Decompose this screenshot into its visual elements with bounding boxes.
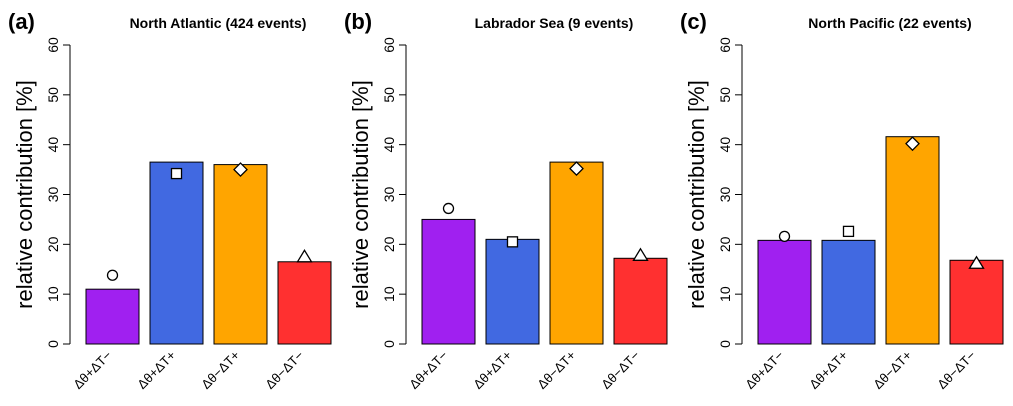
y-tick-label: 0 [717, 340, 733, 348]
y-axis-label: relative contribution [%] [348, 80, 373, 309]
bar [421, 218, 476, 345]
y-tick-label: 50 [45, 87, 61, 103]
x-tick-label: Δθ+ΔT− [742, 348, 786, 392]
x-tick-label: Δθ−ΔT+ [534, 348, 578, 392]
chart-title: North Atlantic (424 events) [130, 15, 307, 31]
circle-marker [442, 202, 455, 215]
bar [757, 239, 812, 345]
chart-title: Labrador Sea (9 events) [475, 15, 634, 31]
panel-b: (b) Labrador Sea (9 events) relative contr… [344, 9, 668, 392]
bar [549, 161, 604, 345]
bar [949, 259, 1004, 345]
y-tick-label: 60 [45, 37, 61, 53]
y-tick-label: 40 [717, 137, 733, 153]
panel-c: (c) North Pacific (22 events) relative con… [680, 9, 1004, 392]
square-marker [506, 236, 519, 248]
x-tick-label: Δθ+ΔT+ [806, 348, 850, 392]
y-axis-label: relative contribution [%] [12, 80, 37, 309]
y-tick-label: 20 [717, 236, 733, 252]
triangle-marker [968, 255, 985, 269]
square-marker [170, 167, 183, 180]
bar [85, 288, 140, 345]
bar [277, 261, 332, 345]
y-tick-label: 30 [717, 187, 733, 203]
x-tick-label: Δθ−ΔT− [262, 348, 306, 392]
y-tick-label: 60 [717, 37, 733, 53]
panel-label: (a) [8, 9, 35, 34]
y-tick-label: 50 [381, 87, 397, 103]
bar [213, 164, 268, 345]
x-tick-label: Δθ−ΔT− [934, 348, 978, 392]
diamond-marker [233, 162, 248, 178]
diamond-marker [569, 161, 584, 177]
y-tick-label: 20 [381, 236, 397, 252]
panel-label: (c) [680, 9, 707, 34]
y-tick-label: 10 [717, 286, 733, 302]
panel-label: (b) [344, 9, 372, 34]
x-tick-label: Δθ+ΔT− [70, 348, 114, 392]
bar [485, 238, 540, 345]
y-tick-label: 10 [45, 286, 61, 302]
circle-marker [106, 269, 119, 281]
y-tick-label: 0 [381, 340, 397, 348]
bar [149, 161, 204, 345]
bar [613, 257, 668, 345]
bar [885, 136, 940, 345]
y-tick-label: 40 [45, 137, 61, 153]
panel-a: (a) North Atlantic (424 events) relative c… [8, 9, 332, 392]
x-tick-label: Δθ+ΔT+ [134, 348, 178, 392]
y-tick-label: 60 [381, 37, 397, 53]
y-tick-label: 10 [381, 286, 397, 302]
x-tick-label: Δθ−ΔT+ [870, 348, 914, 392]
x-tick-label: Δθ+ΔT− [406, 348, 450, 392]
x-tick-label: Δθ−ΔT+ [198, 348, 242, 392]
square-marker [842, 225, 855, 238]
y-tick-label: 20 [45, 236, 61, 252]
x-tick-label: Δθ−ΔT− [598, 348, 642, 392]
y-tick-label: 30 [381, 187, 397, 203]
triangle-marker [632, 247, 649, 261]
y-tick-label: 0 [45, 340, 61, 348]
y-tick-label: 40 [381, 137, 397, 153]
y-tick-label: 30 [45, 187, 61, 203]
circle-marker [778, 230, 791, 243]
bar [821, 239, 876, 345]
y-tick-label: 50 [717, 87, 733, 103]
chart-title: North Pacific (22 events) [808, 15, 971, 31]
x-tick-label: Δθ+ΔT+ [470, 348, 514, 392]
triangle-marker [296, 249, 313, 263]
y-axis-label: relative contribution [%] [684, 80, 709, 309]
diamond-marker [905, 136, 920, 152]
